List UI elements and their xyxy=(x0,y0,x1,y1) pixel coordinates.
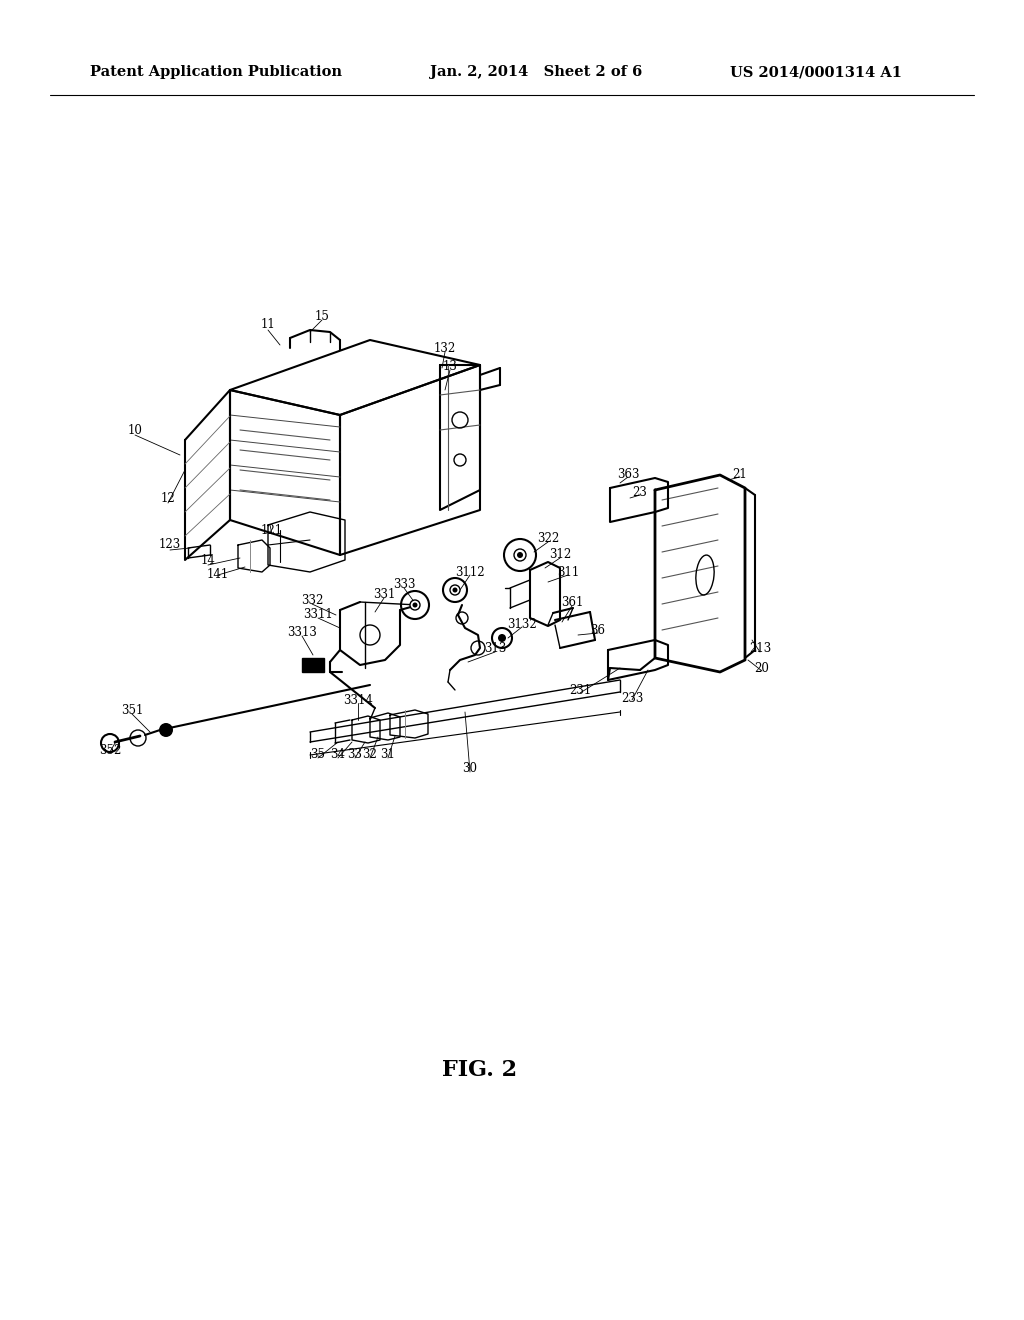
Text: Jan. 2, 2014   Sheet 2 of 6: Jan. 2, 2014 Sheet 2 of 6 xyxy=(430,65,642,79)
Text: 312: 312 xyxy=(549,549,571,561)
Text: 32: 32 xyxy=(362,748,378,762)
Text: 132: 132 xyxy=(434,342,456,355)
Text: 3132: 3132 xyxy=(507,618,537,631)
Text: 15: 15 xyxy=(314,309,330,322)
Text: 36: 36 xyxy=(591,623,605,636)
Text: 10: 10 xyxy=(128,424,142,437)
Text: 351: 351 xyxy=(121,704,143,717)
Text: 332: 332 xyxy=(301,594,324,606)
Circle shape xyxy=(453,587,458,593)
Text: 23: 23 xyxy=(633,486,647,499)
Text: 33: 33 xyxy=(347,748,362,762)
Text: 34: 34 xyxy=(331,748,345,762)
Text: 361: 361 xyxy=(561,595,584,609)
Text: 322: 322 xyxy=(537,532,559,544)
Text: 313: 313 xyxy=(483,642,506,655)
Text: Patent Application Publication: Patent Application Publication xyxy=(90,65,342,79)
Text: 21: 21 xyxy=(732,467,748,480)
Text: 3313: 3313 xyxy=(287,626,317,639)
Text: 30: 30 xyxy=(463,762,477,775)
Text: 13: 13 xyxy=(442,360,458,374)
Text: 352: 352 xyxy=(98,743,121,756)
Circle shape xyxy=(450,585,460,595)
Text: 14: 14 xyxy=(201,553,215,566)
Circle shape xyxy=(410,601,420,610)
Text: 311: 311 xyxy=(557,565,580,578)
Text: 11: 11 xyxy=(261,318,275,331)
Text: 35: 35 xyxy=(310,748,326,762)
Text: 31: 31 xyxy=(381,748,395,762)
Text: 331: 331 xyxy=(373,589,395,602)
Text: 213: 213 xyxy=(749,642,771,655)
Text: 141: 141 xyxy=(207,569,229,582)
Text: 20: 20 xyxy=(755,661,769,675)
Text: 333: 333 xyxy=(393,578,416,590)
Text: 3314: 3314 xyxy=(343,693,373,706)
Circle shape xyxy=(413,602,418,607)
Text: 121: 121 xyxy=(261,524,283,536)
Circle shape xyxy=(517,552,523,558)
Text: FIG. 2: FIG. 2 xyxy=(442,1059,517,1081)
Circle shape xyxy=(498,634,506,642)
Text: 3112: 3112 xyxy=(456,565,484,578)
Circle shape xyxy=(159,723,173,737)
Text: 3311: 3311 xyxy=(303,609,333,622)
Text: 233: 233 xyxy=(621,692,643,705)
Bar xyxy=(302,657,324,672)
Text: 231: 231 xyxy=(569,684,591,697)
Text: 363: 363 xyxy=(616,467,639,480)
Text: 123: 123 xyxy=(159,539,181,552)
Text: US 2014/0001314 A1: US 2014/0001314 A1 xyxy=(730,65,902,79)
Text: 12: 12 xyxy=(161,491,175,504)
Circle shape xyxy=(514,549,526,561)
